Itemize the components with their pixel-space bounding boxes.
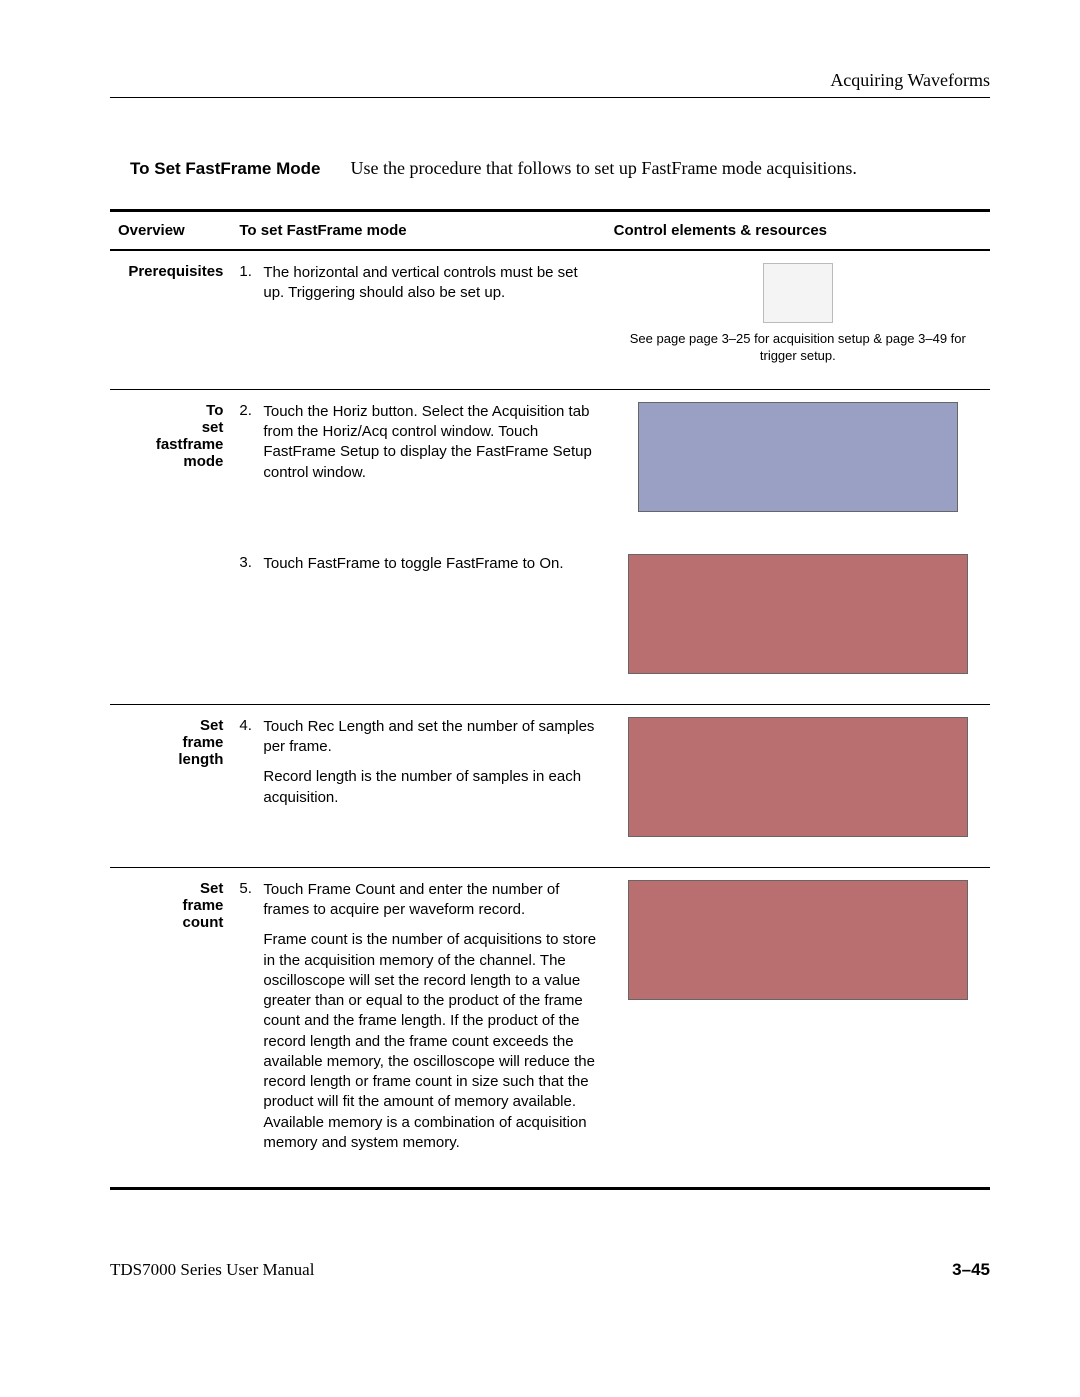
step-cell: 1.The horizontal and vertical controls m… (231, 250, 605, 389)
procedure-table: Overview To set FastFrame mode Control e… (110, 209, 990, 1190)
overview-cell: Setframecount (110, 867, 231, 1188)
step-number: 4. (239, 717, 263, 818)
overview-cell: Setframelength (110, 704, 231, 867)
chapter-title: Acquiring Waveforms (830, 70, 990, 90)
overview-word: frame (183, 897, 224, 914)
overview-word: Set (200, 880, 223, 897)
overview-word: mode (183, 453, 223, 470)
overview-word: fastframe (156, 436, 224, 453)
step-cell: 3.Touch FastFrame to toggle FastFrame to… (231, 542, 605, 705)
page-footer: TDS7000 Series User Manual 3–45 (110, 1260, 990, 1280)
step-number: 1. (239, 263, 263, 314)
overview-word: frame (183, 734, 224, 751)
step-number: 2. (239, 402, 263, 493)
step-cell: 5.Touch Frame Count and enter the number… (231, 867, 605, 1188)
overview-word: count (183, 914, 224, 931)
step-number: 5. (239, 880, 263, 1163)
overview-word: Set (200, 717, 223, 734)
resource-cell (606, 704, 990, 867)
step-cell: 4.Touch Rec Length and set the number of… (231, 704, 605, 867)
step-text: Touch the Horiz button. Select the Acqui… (263, 402, 597, 493)
step-text: Touch FastFrame to toggle FastFrame to O… (263, 554, 597, 584)
overview-word: To (206, 402, 223, 419)
illustration-placeholder (763, 263, 833, 323)
section-heading: To Set FastFrame Mode Use the procedure … (130, 158, 990, 179)
chapter-header: Acquiring Waveforms (110, 70, 990, 98)
step-paragraph: Touch Rec Length and set the number of s… (263, 717, 597, 758)
illustration-placeholder (628, 717, 968, 837)
resource-cell (606, 389, 990, 542)
step-cell: 2.Touch the Horiz button. Select the Acq… (231, 389, 605, 542)
step-paragraph: Touch FastFrame to toggle FastFrame to O… (263, 554, 597, 574)
resource-cell: See page page 3–25 for acquisition setup… (606, 250, 990, 389)
overview-word: length (178, 751, 223, 768)
resource-cell (606, 867, 990, 1188)
table-row: Tosetfastframemode2.Touch the Horiz butt… (110, 389, 990, 542)
step-number: 3. (239, 554, 263, 584)
overview-word: set (202, 419, 224, 436)
overview-word: Prerequisites (128, 263, 223, 280)
table-row: 3.Touch FastFrame to toggle FastFrame to… (110, 542, 990, 705)
header-overview: Overview (110, 211, 231, 251)
illustration-placeholder (628, 554, 968, 674)
step-paragraph: Touch Frame Count and enter the number o… (263, 880, 597, 921)
section-title-desc: Use the procedure that follows to set up… (351, 158, 857, 179)
illustration-placeholder (628, 880, 968, 1000)
table-header-row: Overview To set FastFrame mode Control e… (110, 211, 990, 251)
step-paragraph: Frame count is the number of acquisition… (263, 930, 597, 1153)
footer-manual-title: TDS7000 Series User Manual (110, 1260, 314, 1280)
step-text: Touch Frame Count and enter the number o… (263, 880, 597, 1163)
step-paragraph: Record length is the number of samples i… (263, 767, 597, 808)
resource-cell (606, 542, 990, 705)
table-row: Setframelength4.Touch Rec Length and set… (110, 704, 990, 867)
step-paragraph: Touch the Horiz button. Select the Acqui… (263, 402, 597, 483)
table-row: Prerequisites 1.The horizontal and vertic… (110, 250, 990, 389)
overview-cell: Tosetfastframemode (110, 389, 231, 542)
step-text: The horizontal and vertical controls mus… (263, 263, 597, 314)
header-resources: Control elements & resources (606, 211, 990, 251)
overview-cell: Prerequisites (110, 250, 231, 389)
step-paragraph: The horizontal and vertical controls mus… (263, 263, 597, 304)
footer-page-number: 3–45 (952, 1260, 990, 1280)
table-row: Setframecount5.Touch Frame Count and ent… (110, 867, 990, 1188)
step-text: Touch Rec Length and set the number of s… (263, 717, 597, 818)
header-procedure: To set FastFrame mode (231, 211, 605, 251)
illustration-placeholder (638, 402, 958, 512)
section-title-bold: To Set FastFrame Mode (130, 159, 321, 179)
resource-caption: See page page 3–25 for acquisition setup… (614, 331, 982, 365)
overview-cell (110, 542, 231, 705)
